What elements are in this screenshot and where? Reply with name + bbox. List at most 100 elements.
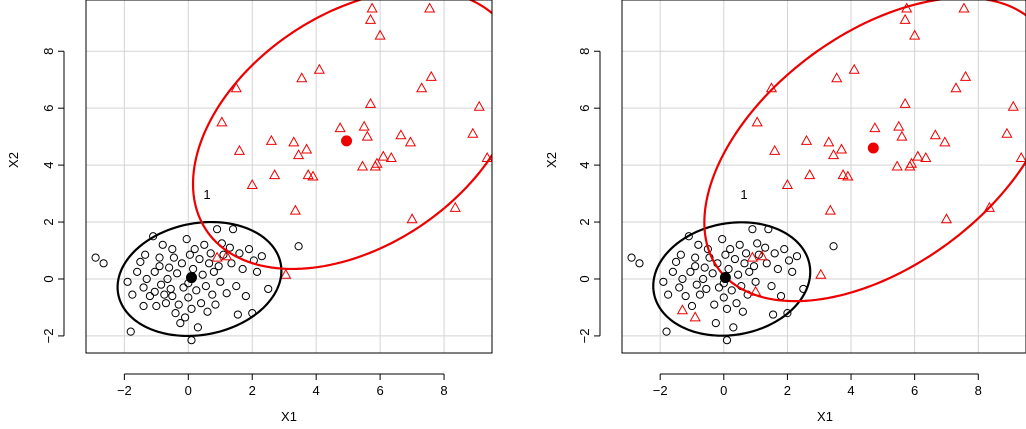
data-point-triangle [307,170,319,181]
data-point-circle [181,313,190,322]
data-point-circle [784,256,794,265]
x-axis-label: X1 [281,409,297,424]
data-point-triangle [1007,100,1019,111]
data-point-triangle [233,144,246,155]
data-point-triangle [899,13,911,24]
data-point-triangle [406,213,418,224]
data-point-circle [188,264,198,274]
data-point-circle [216,277,225,286]
data-point-circle [91,253,100,262]
data-point-circle [209,267,218,276]
data-point-circle [722,336,732,345]
data-point-triangle [300,143,313,154]
data-point-triangle [891,160,903,171]
data-point-circle [173,269,182,278]
plot-area [86,0,492,353]
y-tick-label: 8 [577,48,592,55]
data-point-triangle [356,160,369,171]
y-tick-label: 6 [41,105,56,112]
data-point-circle [727,286,736,295]
data-point-circle [192,286,201,295]
data-point-triangle [939,136,951,147]
data-point-circle [783,309,792,318]
data-point-circle [214,262,223,271]
data-point-circle [193,323,202,332]
y-tick-label: 6 [577,105,592,112]
data-point-triangle [815,268,827,279]
y-tick-label: 8 [41,48,56,55]
data-point-circle [160,290,169,299]
data-point-circle [762,259,771,268]
x-axis-label: X1 [817,409,833,424]
data-point-triangle [869,122,881,133]
data-point-triangle [899,97,911,108]
data-point-circle [187,336,196,345]
data-point-circle [702,284,711,294]
data-point-circle [212,225,222,234]
data-point-triangle [842,170,854,181]
x-tick-label: 0 [185,383,192,398]
data-point-circle [184,293,193,302]
data-point-circle [769,310,778,319]
data-point-circle [711,319,720,328]
data-point-circle [695,290,705,299]
data-point-circle [139,283,148,292]
data-point-circle [710,300,719,309]
data-point-triangle [302,169,314,180]
data-point-circle [196,299,206,308]
data-point-circle [171,309,180,318]
data-point-circle [729,323,738,332]
data-point-circle [211,300,220,309]
data-point-circle [692,280,701,289]
x-tick-label: −2 [653,383,668,398]
data-point-circle [294,242,303,251]
data-point-triangle [756,250,768,261]
x-tick-label: 4 [847,383,854,398]
data-point-triangle [746,251,759,262]
data-point-circle [671,257,681,267]
data-point-circle [735,240,744,249]
data-point-triangle [366,2,378,13]
data-point-circle [168,291,177,301]
data-point-circle [724,264,733,274]
data-point-triangle [940,213,953,224]
x-tick-label: −2 [117,383,132,398]
y-axis-label: X2 [544,152,559,168]
data-point-circle [166,284,175,294]
data-point-circle [165,263,174,272]
data-point-circle [751,277,760,286]
y-tick-label: 2 [41,218,56,225]
x-tick-label: 6 [376,383,383,398]
data-point-triangle [467,127,479,138]
data-point-triangle [824,204,836,215]
data-point-circle [776,291,786,301]
data-point-circle [761,243,770,252]
data-point-triangle [230,82,242,93]
cluster-annotation: 1 [740,187,747,202]
data-point-triangle [848,63,860,74]
data-point-circle [699,274,708,284]
data-point-circle [241,291,250,301]
data-point-circle [187,304,196,313]
data-point-circle [244,244,254,254]
scatter-panel-right: X1 X2 1 −2 0 2 4 6 8 −2 0 2 4 6 8 [544,0,1026,424]
cluster-center [719,272,731,284]
data-point-circle [732,299,741,308]
data-point-circle [225,243,234,252]
data-point-triangle [288,136,300,147]
data-point-triangle [313,63,325,74]
plot-frame [85,0,493,354]
data-point-triangle [1001,127,1013,138]
x-tick-label: 2 [784,383,791,398]
data-point-triangle [425,70,437,81]
data-point-triangle [424,2,436,13]
data-point-circle [182,235,191,244]
data-point-circle [150,287,159,296]
data-point-circle [718,235,727,244]
y-axis-label: X2 [6,152,21,168]
data-point-circle [754,250,763,259]
x-tick-label: 4 [313,383,320,398]
data-point-circle [700,263,709,272]
confidence-ellipse [703,0,1026,303]
